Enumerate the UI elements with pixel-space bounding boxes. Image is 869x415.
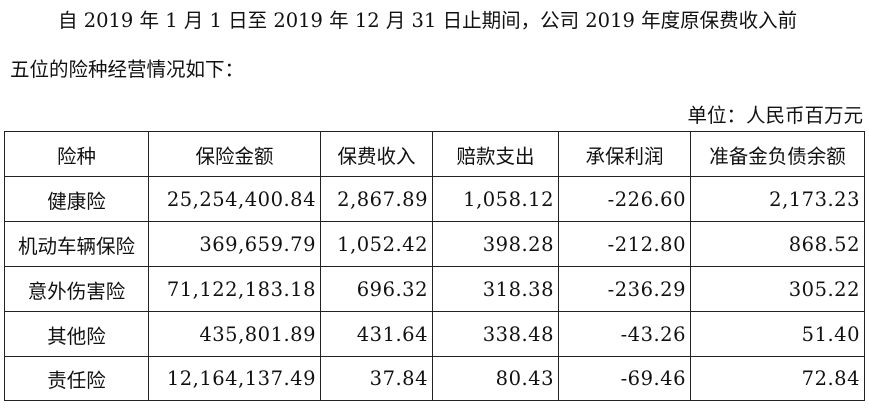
cell-insurance-type: 意外伤害险 bbox=[4, 266, 149, 312]
cell-premium-income: 431.64 bbox=[320, 311, 433, 357]
cell-underwriting-profit: -226.60 bbox=[558, 176, 691, 222]
cell-insurance-type: 机动车辆保险 bbox=[4, 221, 149, 267]
cell-underwriting-profit: -236.29 bbox=[558, 266, 691, 312]
cell-reserve-liability-balance: 2,173.23 bbox=[690, 176, 865, 222]
header-insurance-type: 险种 bbox=[4, 131, 149, 177]
cell-claims-paid: 1,058.12 bbox=[432, 176, 559, 222]
header-premium-income: 保费收入 bbox=[320, 131, 433, 177]
cell-insurance-type: 责任险 bbox=[4, 356, 149, 401]
cell-claims-paid: 398.28 bbox=[432, 221, 559, 267]
cell-insurance-type: 其他险 bbox=[4, 311, 149, 357]
cell-reserve-liability-balance: 868.52 bbox=[690, 221, 865, 267]
cell-reserve-liability-balance: 305.22 bbox=[690, 266, 865, 312]
cell-claims-paid: 318.38 bbox=[432, 266, 559, 312]
cell-reserve-liability-balance: 72.84 bbox=[690, 356, 865, 401]
cell-insured-amount: 12,164,137.49 bbox=[148, 356, 321, 401]
cell-insured-amount: 25,254,400.84 bbox=[148, 176, 321, 222]
table-row: 健康险 25,254,400.84 2,867.89 1,058.12 -226… bbox=[4, 176, 865, 222]
table-row: 机动车辆保险 369,659.79 1,052.42 398.28 -212.8… bbox=[4, 221, 865, 267]
cell-premium-income: 1,052.42 bbox=[320, 221, 433, 267]
cell-premium-income: 696.32 bbox=[320, 266, 433, 312]
intro-paragraph-line2: 五位的险种经营情况如下： bbox=[10, 58, 245, 81]
cell-insured-amount: 435,801.89 bbox=[148, 311, 321, 357]
table-row: 意外伤害险 71,122,183.18 696.32 318.38 -236.2… bbox=[4, 266, 865, 312]
intro-paragraph-line1: 自 2019 年 1 月 1 日至 2019 年 12 月 31 日止期间，公司… bbox=[58, 9, 798, 32]
cell-premium-income: 2,867.89 bbox=[320, 176, 433, 222]
cell-insurance-type: 健康险 bbox=[4, 176, 149, 222]
insurance-lines-table: 险种 保险金额 保费收入 赔款支出 承保利润 准备金负债余额 健康险 25,25… bbox=[4, 131, 865, 401]
header-insured-amount: 保险金额 bbox=[148, 131, 321, 177]
table-row: 其他险 435,801.89 431.64 338.48 -43.26 51.4… bbox=[4, 311, 865, 357]
cell-insured-amount: 369,659.79 bbox=[148, 221, 321, 267]
cell-insured-amount: 71,122,183.18 bbox=[148, 266, 321, 312]
header-underwriting-profit: 承保利润 bbox=[558, 131, 691, 177]
cell-underwriting-profit: -69.46 bbox=[558, 356, 691, 401]
cell-claims-paid: 338.48 bbox=[432, 311, 559, 357]
cell-reserve-liability-balance: 51.40 bbox=[690, 311, 865, 357]
table-row: 责任险 12,164,137.49 37.84 80.43 -69.46 72.… bbox=[4, 356, 865, 401]
table-header-row: 险种 保险金额 保费收入 赔款支出 承保利润 准备金负债余额 bbox=[4, 131, 865, 177]
cell-underwriting-profit: -212.80 bbox=[558, 221, 691, 267]
cell-premium-income: 37.84 bbox=[320, 356, 433, 401]
header-reserve-liability-balance: 准备金负债余额 bbox=[690, 131, 865, 177]
cell-claims-paid: 80.43 bbox=[432, 356, 559, 401]
cell-underwriting-profit: -43.26 bbox=[558, 311, 691, 357]
unit-label: 单位：人民币百万元 bbox=[687, 104, 863, 127]
header-claims-paid: 赔款支出 bbox=[432, 131, 559, 177]
